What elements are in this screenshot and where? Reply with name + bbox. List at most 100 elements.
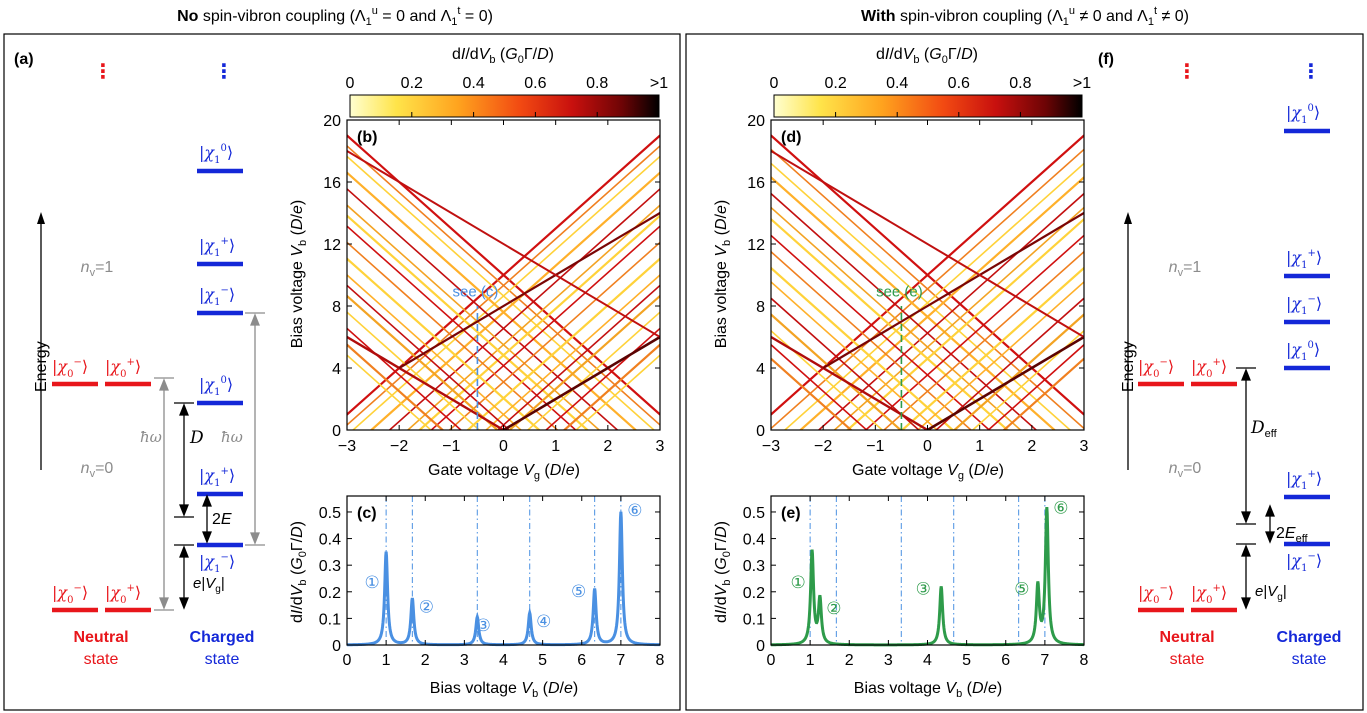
y-tick-label: 0.1 — [319, 611, 341, 628]
x-tick-label: 5 — [538, 652, 547, 669]
transport-line — [845, 217, 1084, 430]
transport-line — [406, 204, 660, 430]
transport-line — [783, 162, 1084, 430]
transport-line — [771, 175, 1057, 430]
x-tick-label: 1 — [975, 438, 984, 455]
svg-text:|χ0+⟩: |χ0+⟩ — [1191, 357, 1227, 380]
svg-text:|χ0−⟩: |χ0−⟩ — [1138, 583, 1174, 606]
peak-label: ① — [790, 573, 805, 592]
x-tick-label: 4 — [499, 652, 508, 669]
peak-label: ② — [826, 599, 841, 618]
peak-label: ③ — [476, 616, 491, 635]
x-tick-label: −2 — [390, 438, 408, 455]
svg-text:|χ0−⟩: |χ0−⟩ — [52, 357, 88, 380]
svg-text:|χ1+⟩: |χ1+⟩ — [1286, 248, 1322, 271]
y-tick-label: 4 — [332, 361, 341, 378]
y-tick-label: 0.4 — [319, 532, 341, 549]
transport-line — [347, 214, 590, 430]
see-label: see (c) — [452, 284, 498, 301]
x-tick-label: 8 — [1080, 652, 1089, 669]
x-tick-label: 2 — [421, 652, 430, 669]
left-frame — [3, 33, 681, 711]
xlabel-c: Bias voltage Vb (D/e) — [430, 680, 578, 700]
ylabel-b: Bias voltage Vb (D/e) — [289, 200, 309, 348]
y-tick-label: 12 — [747, 237, 765, 254]
transport-line-main — [347, 150, 660, 338]
energy-label-a: Energy — [33, 341, 50, 392]
colorbar-title-left: dI/dVb (G0Γ/D) — [452, 46, 554, 66]
y-tick-label: 0.4 — [743, 532, 765, 549]
colorbar-tick: 0 — [346, 75, 355, 92]
transport-line — [347, 144, 660, 427]
colorbar-tick: 0.2 — [824, 75, 846, 92]
svg-text:|χ1+⟩: |χ1+⟩ — [199, 466, 235, 489]
transport-line — [347, 257, 541, 430]
svg-text:|χ10⟩: |χ10⟩ — [1286, 103, 1320, 126]
ylabel-d: Bias voltage Vb (D/e) — [713, 200, 733, 348]
peak-label: ① — [365, 573, 380, 592]
peak-label: ⑥ — [627, 501, 642, 520]
x-tick-label: 3 — [460, 652, 469, 669]
see-label: see (e) — [876, 284, 923, 301]
svg-text:|χ1+⟩: |χ1+⟩ — [199, 236, 235, 259]
panel-label: (e) — [781, 505, 801, 522]
transport-line — [347, 204, 601, 430]
transport-line — [347, 155, 656, 430]
xlabel-b: Gate voltage Vg (D/e) — [428, 462, 580, 482]
neutral-caption-f2: state — [1170, 651, 1205, 668]
transport-line — [864, 234, 1084, 430]
heatmap-lines — [771, 134, 1084, 430]
y-tick-label: 16 — [747, 175, 765, 192]
transport-line — [430, 225, 660, 430]
charged-caption-a1: Charged — [190, 629, 255, 646]
x-tick-label: 2 — [1027, 438, 1036, 455]
transport-line — [771, 250, 973, 430]
transport-line — [771, 134, 1084, 416]
y-tick-label: 8 — [332, 299, 341, 316]
svg-text:|χ10⟩: |χ10⟩ — [199, 143, 233, 166]
y-tick-label: 0 — [756, 638, 765, 655]
colorbar-tick: 0.6 — [524, 75, 546, 92]
colorbar-tick: 0.8 — [586, 75, 608, 92]
transport-line-main — [822, 212, 1084, 369]
y-tick-label: 0.3 — [743, 558, 765, 575]
y-tick-label: 0.5 — [743, 505, 765, 522]
x-tick-label: 3 — [884, 652, 893, 669]
lineplot-c: ① ② ③ ④ ⑤ ⑥ 0 1 2 3 4 5 6 7 8 0 0.1 0.2 0.3 0.4 0.5 (c) — [319, 495, 665, 669]
Deff-label: Deff — [1250, 418, 1278, 440]
transport-line — [771, 192, 1038, 430]
panel-label-a: (a) — [14, 51, 34, 68]
charged-caption-f2: state — [1292, 651, 1327, 668]
transport-line — [347, 187, 619, 430]
charged-caption-a2: state — [205, 651, 240, 668]
twoE-label: 2E — [212, 511, 232, 528]
x-tick-label: 3 — [1080, 438, 1089, 455]
eVg-label-f: e|Vg| — [1255, 583, 1287, 603]
x-tick-label: −1 — [442, 438, 460, 455]
x-tick-label: −1 — [866, 438, 884, 455]
panel-a: (a) ⋮ ⋮ Energy nv=1 nv=0 |χ0−⟩ |χ0+⟩ |χ0… — [14, 51, 265, 668]
x-tick-label: 4 — [923, 652, 932, 669]
x-tick-label: 3 — [656, 438, 665, 455]
transport-line — [771, 148, 1084, 430]
colorbar-tick: 0.8 — [1009, 75, 1031, 92]
y-tick-label: 0.5 — [319, 505, 341, 522]
ylabel-e: dI/dVb (G0Γ/D) — [713, 521, 733, 623]
colorbar-tick: >1 — [1073, 75, 1091, 92]
peak-label: ③ — [916, 579, 931, 598]
x-tick-label: 0 — [923, 438, 932, 455]
svg-text:|χ0−⟩: |χ0−⟩ — [1138, 357, 1174, 380]
dots-neutral: ⋮ — [93, 61, 113, 83]
transport-line — [347, 241, 559, 430]
x-tick-label: 1 — [551, 438, 560, 455]
dots-charged-f: ⋮ — [1301, 61, 1321, 83]
panel-label: (c) — [357, 505, 377, 522]
peak-label: ④ — [536, 612, 551, 631]
y-tick-label: 4 — [756, 361, 765, 378]
x-tick-label: 2 — [845, 652, 854, 669]
svg-text:|χ0−⟩: |χ0−⟩ — [52, 583, 88, 606]
y-tick-label: 0.2 — [743, 585, 765, 602]
panel-label: (b) — [357, 129, 377, 146]
neutral-caption-f1: Neutral — [1159, 629, 1214, 646]
